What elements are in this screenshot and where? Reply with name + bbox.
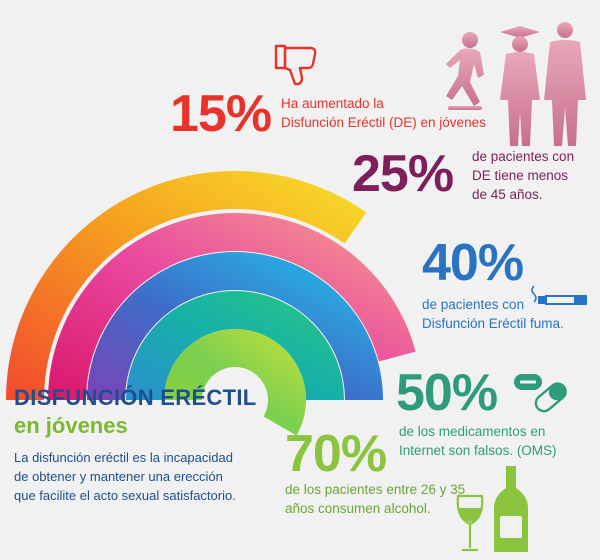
stat-25-value: 25% [352, 145, 454, 203]
stat-50-value: 50% [396, 364, 498, 422]
stat-text-line: de pacientes con [422, 297, 525, 312]
description-line: que facilite el acto sexual satisfactori… [14, 488, 236, 503]
stat-text-line: de pacientes con [472, 149, 575, 164]
stat-40-text: de pacientes con Disfunción Eréctil fuma… [422, 295, 564, 333]
stat-text-line: de los pacientes entre 26 y 35 [285, 482, 466, 497]
stat-text-line: años consumen alcohol. [285, 501, 431, 516]
arc-5 [164, 329, 306, 436]
stat-50-text: de los medicamentos en Internet son fals… [399, 422, 557, 460]
arc-3 [87, 252, 383, 400]
stat-text-line: Internet son falsos. (OMS) [399, 443, 557, 458]
stat-text-line: Disfunción Eréctil (DE) en jóvenes [281, 115, 486, 130]
main-title: DISFUNCIÓN ERÉCTIL [14, 385, 257, 410]
cigarette-icon [531, 285, 587, 305]
stat-15-text: Ha aumentado la Disfunción Eréctil (DE) … [281, 94, 486, 132]
stat-text-line: de los medicamentos en [399, 424, 546, 439]
wine-bottle-glass-icon [456, 466, 528, 552]
people-silhouettes [446, 22, 586, 146]
stat-text-line: de 45 años. [472, 187, 543, 202]
stat-text-line: Ha aumentado la [281, 96, 384, 111]
description-line: La disfunción eréctil es la incapacidad [14, 450, 233, 465]
arc-4 [126, 291, 344, 400]
arc-2 [48, 212, 416, 400]
pills-icon [514, 374, 567, 413]
stat-70-value: 70% [285, 425, 387, 483]
stat-70-text: de los pacientes entre 26 y 35 años cons… [285, 480, 465, 518]
description: La disfunción eréctil es la incapacidad … [14, 448, 284, 505]
stat-text-line: Disfunción Eréctil fuma. [422, 316, 564, 331]
stat-text-line: DE tiene menos [472, 168, 569, 183]
thumbs-down-icon [274, 44, 317, 86]
stat-40-value: 40% [422, 234, 524, 292]
stat-25-text: de pacientes con DE tiene menos de 45 añ… [472, 147, 574, 204]
arc-1 [6, 170, 367, 400]
main-subtitle: en jóvenes [14, 413, 128, 438]
description-line: de obtener y mantener una erección [14, 469, 223, 484]
stat-15-value: 15% [170, 85, 272, 143]
